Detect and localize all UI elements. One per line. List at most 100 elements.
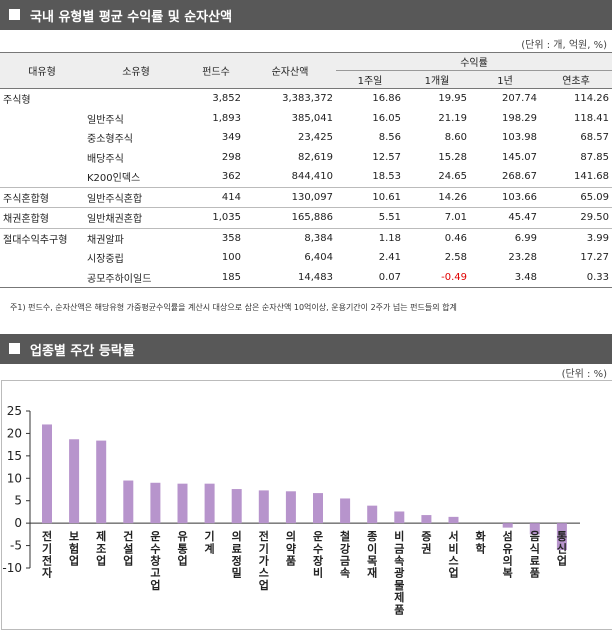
bar — [529, 523, 540, 535]
col-header-1y: 1년 — [470, 70, 540, 89]
bar — [150, 482, 161, 524]
bar — [556, 523, 567, 551]
cell-1m: 14.26 — [404, 186, 470, 208]
cell-subcategory: 배당주식 — [87, 153, 124, 165]
cell-funds: 358 — [188, 227, 244, 248]
col-header-funds: 펀드수 — [188, 52, 244, 89]
bar — [421, 515, 432, 524]
cell-net-assets: 23,425 — [298, 132, 333, 144]
cell-category: 절대수익추구형 — [0, 227, 84, 248]
cell-net-assets: 165,886 — [244, 207, 336, 228]
cell-funds: 100 — [221, 252, 241, 264]
cell-1y: 23.28 — [508, 252, 537, 264]
cell-ytd: 87.85 — [580, 151, 609, 163]
bar — [69, 439, 80, 524]
cell-category: 주식혼합형 — [0, 186, 84, 208]
cell-subcategory: 일반주식혼합 — [84, 186, 188, 208]
table-row: 주식혼합형 일반주식혼합 414 130,097 10.61 14.26 103… — [0, 186, 612, 208]
y-tick-label: 15 — [7, 449, 22, 463]
col-header-ytd: 연초후 — [540, 70, 612, 89]
cell-net-assets: 385,041 — [291, 112, 333, 124]
fund-returns-table: 대유형 소유형 펀드수 순자산액 수익률 1주일 1개월 1년 연초후 주식형 … — [0, 52, 612, 288]
col-header-1m: 1개월 — [404, 70, 470, 89]
cell-1y: 207.74 — [502, 93, 537, 105]
bar — [448, 516, 459, 524]
cell-funds: 414 — [188, 186, 244, 208]
cell-1y: 198.29 — [502, 112, 537, 124]
cell-net-assets: 14,483 — [298, 271, 333, 283]
cell-1w: 16.86 — [372, 93, 401, 105]
table-row: 채권혼합형 일반채권혼합 1,035 165,886 5.51 7.01 45.… — [0, 207, 612, 228]
cell-subcategory: 일반채권혼합 — [84, 207, 188, 228]
section2-square-icon — [9, 343, 20, 354]
cell-1w: 1.18 — [336, 227, 404, 248]
cell-net-assets: 844,410 — [291, 171, 333, 183]
col-header-1w: 1주일 — [336, 70, 404, 89]
table-row: 일반주식 1,893 385,041 16.05 21.19 198.29 11… — [0, 109, 612, 129]
cell-ytd: 114.26 — [574, 93, 609, 105]
table-footnote: 주1) 펀드수, 순자산액은 해당유형 가중평균수익률을 계산시 대상으로 삼은… — [10, 303, 457, 312]
y-tick-label: 20 — [7, 426, 22, 440]
y-tick-label: 5 — [14, 494, 22, 508]
section1-title: 국내 유형별 평균 수익률 및 순자산액 — [30, 10, 233, 25]
bar — [340, 498, 351, 524]
cell-ytd: 65.09 — [540, 186, 612, 208]
cell-1w: 10.61 — [336, 186, 404, 208]
bar — [96, 440, 107, 524]
section2-unit: (단위 : %) — [561, 369, 607, 380]
col-header-net-assets: 순자산액 — [244, 52, 336, 89]
table-row: 배당주식 298 82,619 12.57 15.28 145.07 87.85 — [0, 148, 612, 168]
bar — [204, 483, 215, 524]
section2-header: 업종별 주간 등락률 — [0, 334, 612, 364]
table-row: 공모주하이일드 185 14,483 0.07 -0.49 3.48 0.33 — [0, 268, 612, 288]
col-header-returns-group: 수익률 — [336, 52, 612, 71]
cell-1y: 3.48 — [514, 271, 537, 283]
cell-1w: 18.53 — [372, 171, 401, 183]
y-tick-label: 10 — [7, 471, 22, 485]
cell-subcategory: 중소형주식 — [87, 134, 133, 146]
cell-1w: 16.05 — [372, 112, 401, 124]
bar — [394, 511, 405, 524]
cell-1m: 2.58 — [444, 252, 467, 264]
cell-1y: 103.66 — [470, 186, 540, 208]
cell-ytd: 141.68 — [574, 171, 609, 183]
bar — [502, 523, 513, 528]
cell-1y: 145.07 — [502, 151, 537, 163]
sector-chart-frame — [1, 380, 612, 630]
cell-1m: 0.46 — [404, 227, 470, 248]
cell-funds: 298 — [221, 151, 241, 163]
cell-ytd: 118.41 — [574, 112, 609, 124]
cell-subcategory: 시장중립 — [87, 254, 124, 266]
cell-subcategory: K200인덱스 — [87, 173, 141, 185]
bar — [258, 490, 269, 524]
cell-1m: 8.60 — [444, 132, 467, 144]
cell-ytd: 29.50 — [540, 207, 612, 228]
section1-unit: (단위 : 개, 억원, %) — [521, 40, 607, 51]
cell-1w: 8.56 — [378, 132, 401, 144]
section1-header: 국내 유형별 평균 수익률 및 순자산액 — [0, 0, 612, 30]
cell-1m: 7.01 — [404, 207, 470, 228]
cell-1y: 103.98 — [502, 132, 537, 144]
cell-net-assets: 8,384 — [244, 227, 336, 248]
cell-net-assets: 3,383,372 — [282, 93, 333, 105]
bar — [177, 483, 188, 524]
cell-net-assets: 130,097 — [244, 186, 336, 208]
table-row: K200인덱스 362 844,410 18.53 24.65 268.67 1… — [0, 167, 612, 187]
cell-ytd: 0.33 — [586, 271, 609, 283]
section2-title: 업종별 주간 등락률 — [30, 344, 135, 359]
cell-1w: 2.41 — [378, 252, 401, 264]
table-row: 절대수익추구형 채권알파 358 8,384 1.18 0.46 6.99 3.… — [0, 227, 612, 248]
cell-funds: 362 — [221, 171, 241, 183]
bar — [367, 505, 378, 524]
cell-funds: 185 — [221, 271, 241, 283]
